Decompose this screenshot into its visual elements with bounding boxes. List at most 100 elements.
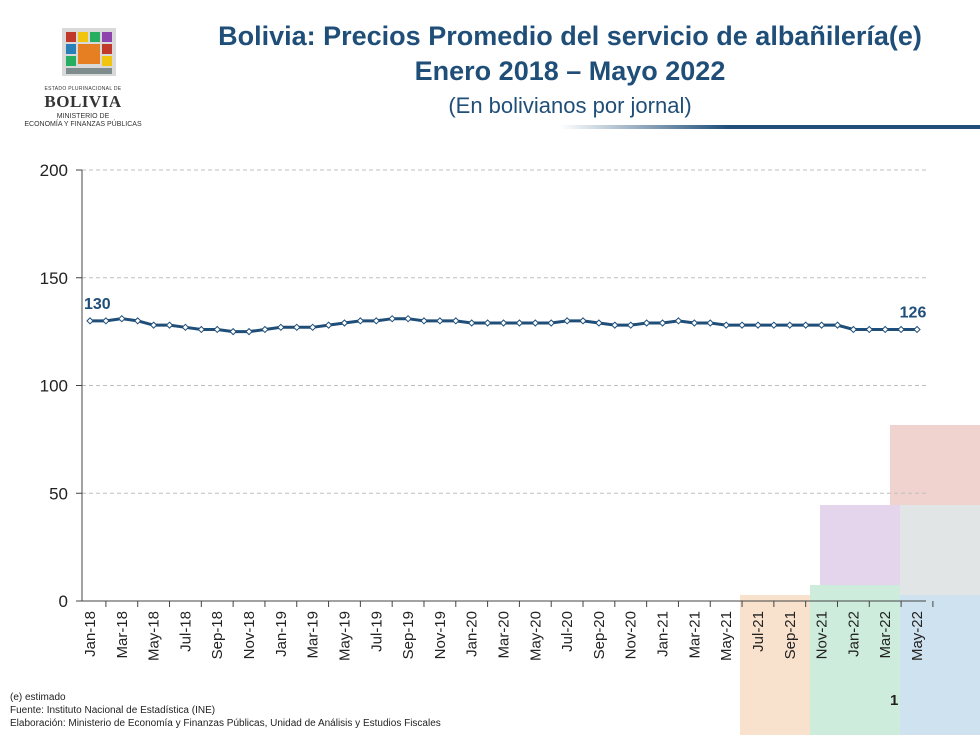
logo-line-4: ECONOMÍA Y FINANZAS PÚBLICAS — [24, 121, 142, 128]
x-tick-label: Jan-22 — [845, 611, 862, 657]
x-tick-label: Nov-18 — [241, 611, 258, 659]
coat-of-arms-icon — [62, 28, 116, 76]
data-point — [499, 319, 508, 327]
footnote-estimated: (e) estimado — [10, 692, 66, 703]
y-tick-label: 50 — [49, 484, 68, 503]
logo-line-2: BOLIVIA — [44, 92, 122, 111]
data-point — [134, 317, 142, 325]
data-point — [738, 321, 746, 329]
x-tick-label: May-22 — [909, 611, 926, 661]
y-tick-label: 100 — [40, 377, 68, 396]
x-tick-label: Nov-20 — [623, 611, 640, 659]
data-point — [356, 317, 365, 325]
data-point — [722, 321, 730, 329]
data-point — [531, 319, 540, 327]
x-tick-label: Sep-18 — [209, 611, 226, 659]
data-point — [801, 321, 810, 329]
data-point — [293, 323, 301, 332]
data-point — [452, 317, 460, 325]
data-label: 126 — [900, 304, 927, 321]
y-tick-label: 200 — [40, 161, 68, 180]
footnote-elaboration: Elaboración: Ministerio de Economía y Fi… — [10, 718, 441, 729]
data-point — [817, 321, 826, 329]
data-point — [86, 317, 94, 325]
x-tick-label: May-20 — [527, 611, 544, 661]
logo-line-1: ESTADO PLURINACIONAL DE — [44, 86, 122, 92]
data-point — [436, 317, 444, 325]
data-point — [833, 321, 842, 329]
x-tick-label: Jul-21 — [750, 611, 767, 652]
data-point — [388, 314, 396, 323]
data-point — [467, 319, 476, 327]
footnote-source: Fuente: Instituto Nacional de Estadístic… — [10, 705, 216, 716]
data-point — [865, 325, 873, 334]
data-point — [754, 321, 762, 329]
data-point — [261, 325, 269, 334]
data-point — [308, 323, 317, 332]
data-point — [181, 323, 190, 332]
ministry-logo: ESTADO PLURINACIONAL DE BOLIVIA MINISTER… — [8, 18, 158, 136]
data-point — [913, 325, 921, 334]
logo-line-3: MINISTERIO DE — [56, 113, 110, 120]
x-tick-label: Jul-20 — [559, 611, 576, 652]
x-tick-label: Mar-20 — [496, 611, 513, 659]
data-point — [245, 327, 253, 336]
data-point — [658, 319, 667, 327]
x-tick-label: Jan-19 — [273, 611, 290, 657]
data-point — [197, 325, 206, 334]
data-point — [627, 321, 635, 329]
x-tick-label: May-19 — [336, 611, 353, 661]
data-point — [770, 321, 778, 329]
data-point — [547, 319, 555, 327]
data-point — [642, 319, 651, 327]
title-divider — [560, 125, 980, 129]
data-point — [483, 319, 492, 327]
data-point — [149, 321, 158, 329]
x-tick-label: Mar-21 — [686, 611, 703, 659]
data-point — [420, 317, 428, 325]
y-tick-label: 150 — [40, 269, 68, 288]
x-tick-label: Jan-21 — [655, 611, 672, 657]
data-point — [674, 317, 683, 325]
line-chart: 0 50 100 150 200 Jan-18 Mar-18 May-18 Jul-18 Sep-… — [40, 161, 934, 661]
chart-title: Bolivia: Precios Promedio del servicio d… — [218, 21, 922, 51]
x-tick-label: Nov-21 — [814, 611, 831, 659]
x-tick-label: Mar-22 — [877, 611, 894, 659]
chart-subtitle: Enero 2018 – Mayo 2022 — [414, 56, 726, 86]
data-point — [563, 317, 571, 325]
data-point — [849, 325, 858, 334]
data-point — [165, 321, 174, 329]
data-point — [324, 321, 333, 329]
x-tick-label: Jul-19 — [368, 611, 385, 652]
data-point — [579, 317, 587, 325]
x-tick-label: Sep-21 — [782, 611, 799, 659]
data-point — [213, 325, 221, 334]
data-point — [340, 319, 349, 327]
data-point — [897, 325, 905, 334]
x-tick-label: May-21 — [718, 611, 735, 661]
x-tick-label: Nov-19 — [432, 611, 449, 659]
data-point — [706, 319, 714, 327]
x-tick-label: Mar-18 — [114, 611, 131, 659]
decorative-pattern-icon — [740, 425, 980, 735]
data-point — [881, 325, 889, 334]
data-point — [515, 319, 524, 327]
x-tick-label: Sep-19 — [400, 611, 417, 659]
chart-unit-note: (En bolivianos por jornal) — [448, 93, 692, 118]
data-point — [404, 314, 412, 323]
data-point — [102, 317, 110, 325]
data-point — [690, 319, 699, 327]
x-tick-label: Mar-19 — [305, 611, 322, 659]
x-tick-label: Jan-18 — [82, 611, 99, 657]
data-point — [229, 327, 237, 336]
data-point — [611, 321, 619, 329]
x-tick-label: Sep-20 — [591, 611, 608, 659]
x-tick-label: Jul-18 — [177, 611, 194, 652]
data-label: 130 — [84, 296, 111, 313]
x-tick-label: Jan-20 — [464, 611, 481, 657]
y-tick-label: 0 — [59, 592, 68, 611]
data-point — [372, 317, 380, 325]
data-point — [595, 319, 603, 327]
data-point — [118, 314, 126, 323]
page-number: 1 — [890, 692, 899, 709]
